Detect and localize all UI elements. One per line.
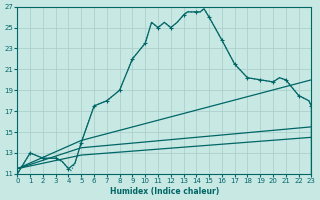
- X-axis label: Humidex (Indice chaleur): Humidex (Indice chaleur): [110, 187, 219, 196]
